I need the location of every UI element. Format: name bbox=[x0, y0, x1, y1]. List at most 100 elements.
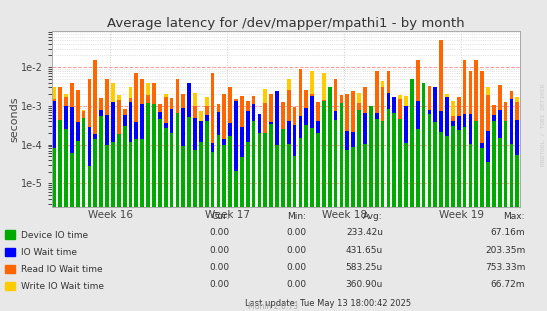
Bar bbox=[410, 107, 414, 207]
Bar bbox=[187, 83, 191, 207]
Text: Last update: Tue May 13 18:00:42 2025: Last update: Tue May 13 18:00:42 2025 bbox=[245, 299, 411, 308]
Bar bbox=[486, 162, 490, 207]
Bar bbox=[252, 124, 255, 207]
Bar bbox=[498, 145, 502, 207]
Bar bbox=[322, 107, 326, 207]
Bar bbox=[299, 116, 302, 207]
Bar bbox=[76, 141, 80, 207]
Bar bbox=[351, 99, 355, 207]
Bar bbox=[469, 71, 472, 207]
Bar bbox=[82, 111, 85, 207]
Bar bbox=[105, 115, 109, 207]
Bar bbox=[287, 79, 290, 207]
Bar bbox=[451, 101, 455, 207]
Bar bbox=[59, 87, 62, 207]
Text: 753.33m: 753.33m bbox=[485, 262, 525, 272]
Bar bbox=[375, 118, 379, 207]
Bar bbox=[340, 103, 344, 207]
Bar bbox=[146, 82, 150, 207]
Bar bbox=[281, 129, 285, 207]
Bar bbox=[88, 166, 91, 207]
Bar bbox=[252, 121, 255, 207]
Bar bbox=[70, 82, 74, 207]
Bar bbox=[363, 87, 367, 207]
Bar bbox=[199, 121, 203, 207]
Text: Min:: Min: bbox=[287, 212, 306, 221]
Bar bbox=[433, 87, 437, 207]
Bar bbox=[193, 150, 197, 207]
Bar bbox=[504, 121, 508, 207]
Bar bbox=[100, 116, 103, 207]
Bar bbox=[305, 112, 308, 207]
Bar bbox=[469, 114, 472, 207]
Bar bbox=[193, 93, 197, 207]
Text: Max:: Max: bbox=[504, 212, 525, 221]
Bar bbox=[480, 71, 484, 207]
Bar bbox=[53, 87, 56, 207]
Text: 67.16m: 67.16m bbox=[491, 228, 525, 237]
Bar bbox=[228, 122, 232, 207]
Bar bbox=[392, 113, 396, 207]
Bar bbox=[264, 133, 267, 207]
Bar bbox=[117, 134, 121, 207]
Bar bbox=[287, 144, 290, 207]
Bar bbox=[299, 138, 302, 207]
Bar bbox=[182, 108, 185, 207]
Bar bbox=[334, 111, 337, 207]
Bar bbox=[375, 113, 379, 207]
Bar bbox=[111, 113, 115, 207]
Bar bbox=[363, 113, 367, 207]
Bar bbox=[357, 103, 361, 207]
Bar bbox=[94, 139, 97, 207]
Text: 0.00: 0.00 bbox=[210, 228, 230, 237]
Bar bbox=[246, 114, 249, 207]
Title: Average latency for /dev/mapper/mpathi1 - by month: Average latency for /dev/mapper/mpathi1 … bbox=[107, 17, 464, 30]
Bar bbox=[404, 143, 408, 207]
Bar bbox=[398, 95, 402, 207]
Bar bbox=[88, 79, 91, 207]
Bar bbox=[129, 87, 132, 207]
Bar bbox=[111, 142, 115, 207]
Bar bbox=[176, 113, 179, 207]
Bar bbox=[70, 119, 74, 207]
Bar bbox=[152, 136, 156, 207]
Text: 0.00: 0.00 bbox=[286, 228, 306, 237]
Bar bbox=[53, 101, 56, 207]
Bar bbox=[205, 121, 208, 207]
Bar bbox=[515, 155, 519, 207]
Bar bbox=[392, 109, 396, 207]
Bar bbox=[346, 131, 349, 207]
Bar bbox=[316, 121, 320, 207]
Text: Write IO Wait time: Write IO Wait time bbox=[21, 282, 104, 291]
Bar bbox=[428, 86, 431, 207]
Bar bbox=[492, 115, 496, 207]
Bar bbox=[515, 119, 519, 207]
Text: 203.35m: 203.35m bbox=[485, 245, 525, 254]
Bar bbox=[463, 114, 467, 207]
Bar bbox=[428, 94, 431, 207]
Bar bbox=[199, 111, 203, 207]
Bar bbox=[205, 97, 208, 207]
Bar bbox=[375, 96, 379, 207]
Text: 360.90u: 360.90u bbox=[346, 280, 383, 289]
Bar bbox=[211, 143, 214, 207]
Bar bbox=[88, 128, 91, 207]
Bar bbox=[164, 97, 167, 207]
Text: 0.00: 0.00 bbox=[210, 280, 230, 289]
Bar bbox=[305, 125, 308, 207]
Bar bbox=[363, 144, 367, 207]
Bar bbox=[463, 60, 467, 207]
Text: IO Wait time: IO Wait time bbox=[21, 248, 77, 257]
Bar bbox=[451, 126, 455, 207]
Bar bbox=[439, 115, 443, 207]
Bar bbox=[240, 128, 244, 207]
Bar bbox=[346, 120, 349, 207]
Bar bbox=[422, 98, 426, 207]
Bar bbox=[510, 106, 513, 207]
Bar bbox=[158, 104, 162, 207]
Bar bbox=[474, 137, 478, 207]
Bar bbox=[404, 106, 408, 207]
Bar bbox=[105, 79, 109, 207]
Bar bbox=[228, 87, 232, 207]
Bar bbox=[457, 116, 461, 207]
